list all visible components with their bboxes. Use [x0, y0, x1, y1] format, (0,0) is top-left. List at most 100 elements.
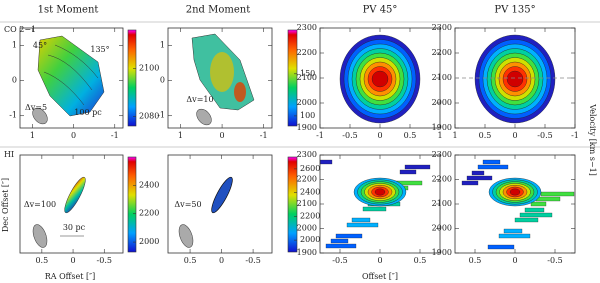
- x-tick-label: -1: [260, 131, 268, 140]
- pv-contour: [506, 70, 524, 88]
- pv-strip: [346, 222, 379, 228]
- panel-frame: [19, 154, 124, 254]
- colorbar: [127, 29, 137, 127]
- pv-strip: [325, 243, 357, 249]
- annotation: Δv=50: [174, 200, 201, 209]
- y-tick-label: 2300: [432, 150, 452, 159]
- x-tick-label: -0.5: [97, 256, 112, 265]
- pv-strip: [319, 159, 333, 165]
- x-tick-label: -0.5: [332, 256, 347, 265]
- colorbar-tick-label: 2400: [300, 188, 320, 197]
- x-tick-label: 0: [220, 131, 225, 140]
- y-tick-label: 2000: [297, 224, 317, 233]
- pv-contour: [371, 70, 389, 88]
- pv-strip: [498, 233, 531, 239]
- pv-strip: [362, 206, 387, 212]
- annotation: 135°: [90, 45, 109, 54]
- x-tick-label: -0.5: [245, 256, 260, 265]
- pv-strip: [399, 169, 417, 175]
- pv-strip: [524, 207, 545, 213]
- x-tick-label: -0.5: [537, 131, 552, 140]
- pv-strip: [461, 180, 479, 186]
- colorbar-tick-label: 150: [300, 69, 315, 78]
- x-tick-label: 1: [437, 131, 442, 140]
- y-tick-label: 2000: [297, 98, 317, 107]
- column-title: 2nd Moment: [186, 5, 251, 16]
- annotation: 100 pc: [74, 108, 102, 117]
- y-tick-label: 2100: [297, 199, 317, 208]
- moment-map: [32, 33, 255, 248]
- y-tick-label: 1: [160, 41, 165, 50]
- column-title: PV 45°: [363, 5, 398, 16]
- pv-contour: [509, 188, 521, 196]
- x-tick-label: -0.5: [342, 131, 357, 140]
- y-tick-label: 1900: [297, 123, 317, 132]
- axis-label: Offset [″]: [362, 272, 398, 281]
- x-tick-label: 0.5: [479, 131, 492, 140]
- y-tick-label: 2200: [297, 175, 317, 184]
- pv-strip: [535, 196, 561, 202]
- colorbar: [287, 29, 298, 127]
- pv-strip: [540, 191, 575, 197]
- y-tick-label: -1: [157, 111, 165, 120]
- x-tick-label: 0.5: [414, 256, 427, 265]
- colorbar-tick-label: 2400: [139, 180, 159, 189]
- pv-strip: [330, 238, 349, 244]
- y-tick-label: 1900: [432, 248, 452, 257]
- axis-label: RA Offset [″]: [45, 272, 95, 281]
- y-tick-label: 2300: [297, 23, 317, 32]
- y-tick-label: 2300: [432, 23, 452, 32]
- x-tick-label: 0: [377, 131, 382, 140]
- pv-strip: [514, 217, 539, 223]
- y-tick-label: 2100: [432, 199, 452, 208]
- y-tick-label: 2200: [432, 48, 452, 57]
- x-tick-label: 1: [452, 131, 457, 140]
- pv-strip: [487, 244, 515, 250]
- pv-strip: [530, 201, 547, 207]
- pv-diagram: [319, 34, 575, 250]
- x-tick-label: 0.5: [184, 256, 197, 265]
- x-tick-label: 0.5: [35, 256, 48, 265]
- x-tick-label: -0.5: [547, 256, 562, 265]
- pv-strip: [477, 164, 509, 170]
- colorbar: [287, 156, 298, 253]
- pv-strip: [471, 170, 485, 176]
- x-tick-label: 1: [178, 131, 183, 140]
- annotation: Δv=10: [186, 95, 213, 104]
- axis-label: Dec Offset [″]: [1, 178, 10, 232]
- pv-strip: [466, 175, 493, 181]
- x-tick-label: 1: [30, 131, 35, 140]
- y-tick-label: 2200: [297, 48, 317, 57]
- column-title: PV 135°: [494, 5, 535, 16]
- annotation: Δv=5: [25, 103, 47, 112]
- colorbar-tick-label: 100: [300, 111, 315, 120]
- y-tick-label: 0: [12, 76, 17, 85]
- y-tick-label: 2100: [432, 73, 452, 82]
- y-tick-label: 2000: [432, 98, 452, 107]
- x-tick-label: -1: [316, 131, 324, 140]
- panel-frame: [167, 154, 273, 254]
- x-tick-label: 0: [377, 256, 382, 265]
- x-tick-label: -1: [111, 131, 119, 140]
- pv-strip: [404, 164, 431, 170]
- x-tick-label: 0.5: [404, 131, 417, 140]
- colorbar: [127, 156, 137, 253]
- colorbar-tick-label: 2200: [139, 209, 159, 218]
- pv-strip: [519, 212, 553, 218]
- y-tick-label: 2100: [297, 73, 317, 82]
- x-tick-label: 0: [512, 131, 517, 140]
- y-tick-label: -1: [9, 111, 17, 120]
- axis-label: Velocity [km s−1]: [588, 103, 597, 176]
- x-tick-label: 0.5: [469, 256, 482, 265]
- x-tick-label: 0: [512, 256, 517, 265]
- colorbar-tick-label: 2600: [300, 164, 320, 173]
- annotation: 30 pc: [63, 223, 86, 232]
- y-tick-label: 1900: [432, 123, 452, 132]
- x-tick-label: 0: [219, 256, 224, 265]
- pv-strip: [351, 217, 371, 223]
- y-tick-label: 0: [160, 76, 165, 85]
- colorbar-tick-label: 2000: [300, 235, 320, 244]
- annotation: 45°: [33, 41, 47, 50]
- x-tick-label: 0: [71, 256, 76, 265]
